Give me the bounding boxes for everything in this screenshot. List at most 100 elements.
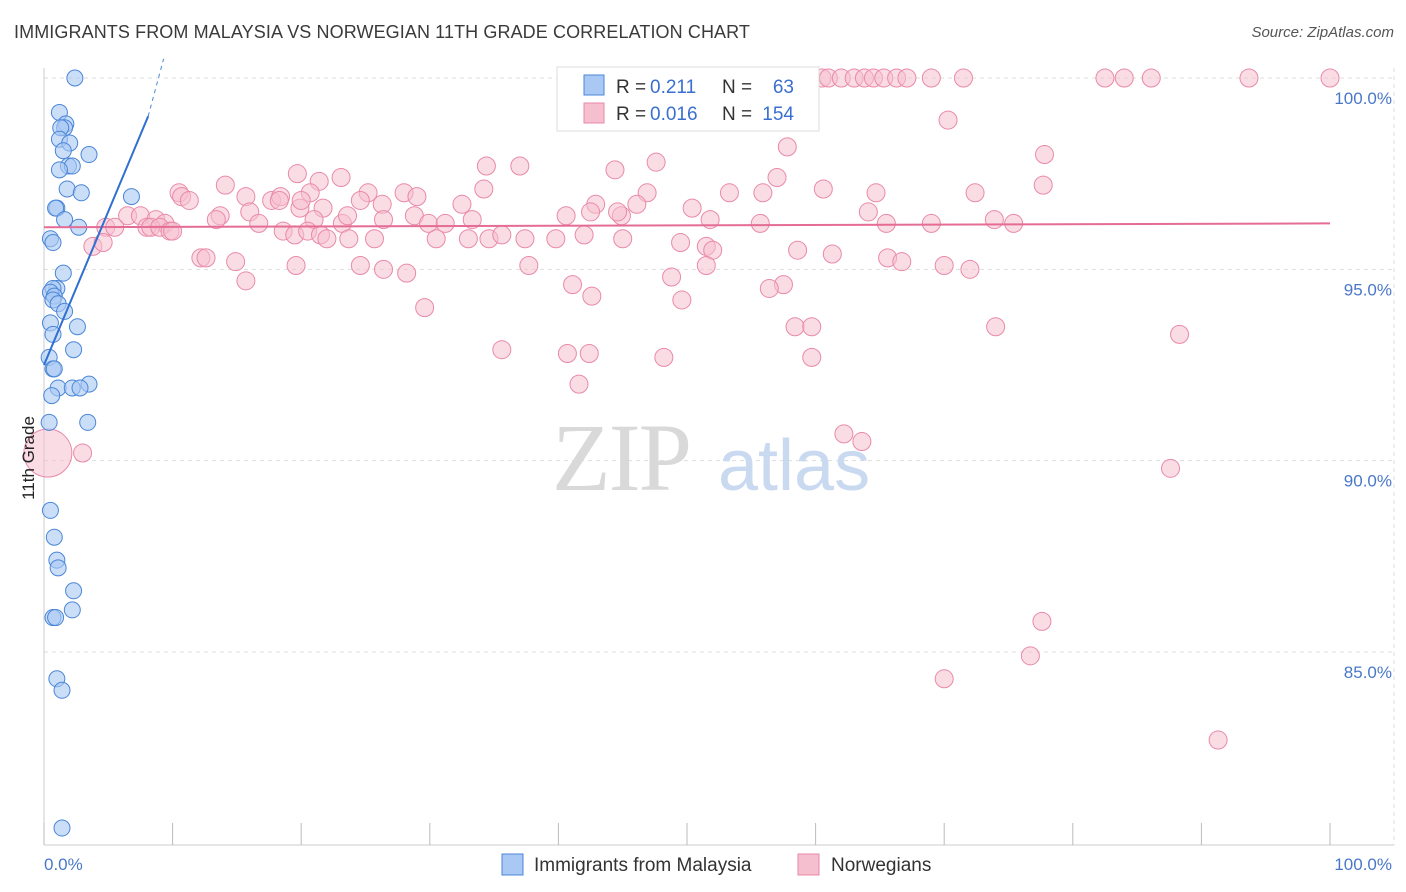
norwegians-point xyxy=(646,152,666,172)
y-tick-label: 85.0% xyxy=(1344,663,1392,682)
norwegians-point xyxy=(515,229,535,249)
malaysia-point xyxy=(49,559,67,577)
norwegians-point xyxy=(892,252,912,272)
y-tick-label: 95.0% xyxy=(1344,280,1392,299)
legend-swatch-blue xyxy=(583,74,605,96)
malaysia-point xyxy=(66,69,84,87)
malaysia-point xyxy=(53,681,71,699)
norwegians-point xyxy=(654,347,674,367)
norwegians-point xyxy=(236,271,256,291)
malaysia-point xyxy=(56,211,74,229)
norwegians-point xyxy=(581,202,601,222)
norwegians-point xyxy=(179,190,199,210)
norwegians-point xyxy=(569,374,589,394)
x-tick-labels: 0.0% 100.0% xyxy=(44,855,1392,874)
norwegians-point xyxy=(374,259,394,279)
norwegians-point xyxy=(215,175,235,195)
watermark: ZIP atlas xyxy=(552,404,870,511)
norwegians-point xyxy=(984,210,1004,230)
bottom-legend-swatch-blue xyxy=(501,853,524,876)
legend-n-label-1: N = xyxy=(722,77,752,98)
norwegians-point xyxy=(953,68,973,88)
norwegians-point xyxy=(93,233,113,253)
norwegians-point xyxy=(858,202,878,222)
norwegians-point xyxy=(965,183,985,203)
norwegians-point xyxy=(753,183,773,203)
norwegians-trend-line xyxy=(43,222,1331,229)
norwegians-point xyxy=(452,194,472,214)
norwegians-point xyxy=(374,210,394,230)
norwegians-point xyxy=(397,263,417,283)
norwegians-point xyxy=(365,229,385,249)
malaysia-point xyxy=(40,413,58,431)
norwegians-point xyxy=(802,317,822,337)
norwegians-point xyxy=(350,256,370,276)
norwegians-point xyxy=(802,347,822,367)
norwegians-point xyxy=(897,68,917,88)
legend-r-value-2: 0.016 xyxy=(650,104,698,125)
norwegians-point xyxy=(249,213,269,233)
norwegians-point xyxy=(286,256,306,276)
norwegians-point xyxy=(426,229,446,249)
y-tick-labels: 85.0% 90.0% 95.0% 100.0% xyxy=(1334,89,1392,682)
norwegians-point xyxy=(662,267,682,287)
bottom-legend-norwegians: Norwegians xyxy=(831,855,931,876)
malaysia-point xyxy=(65,582,83,600)
norwegians-point xyxy=(206,210,226,230)
malaysia-point xyxy=(71,379,89,397)
norwegians-point xyxy=(785,317,805,337)
norwegians-point xyxy=(563,275,583,295)
norwegians-point xyxy=(407,187,427,207)
norwegians-point xyxy=(921,68,941,88)
y-axis-label: 11th Grade xyxy=(19,416,38,500)
norwegians-point xyxy=(1239,68,1259,88)
norwegians-point xyxy=(777,137,797,157)
norwegians-point xyxy=(613,229,633,249)
legend-n-value-2: 154 xyxy=(762,104,794,125)
legend-n-label-2: N = xyxy=(722,104,752,125)
norwegians-point xyxy=(350,190,370,210)
norwegians-point xyxy=(435,213,455,233)
legend-r-label-1: R = xyxy=(616,77,646,98)
norwegians-point xyxy=(1114,68,1134,88)
legend-r-label-2: R = xyxy=(616,104,646,125)
norwegians-point xyxy=(546,229,566,249)
norwegians-point xyxy=(492,225,512,245)
malaysia-point xyxy=(44,234,62,252)
norwegians-point xyxy=(476,156,496,176)
norwegians-point xyxy=(682,198,702,218)
norwegians-point xyxy=(700,210,720,230)
malaysia-point xyxy=(80,146,98,164)
norwegians-point xyxy=(1170,324,1190,344)
chart-title: IMMIGRANTS FROM MALAYSIA VS NORWEGIAN 11… xyxy=(14,22,751,42)
norwegians-point xyxy=(1020,646,1040,666)
malaysia-point xyxy=(47,609,65,627)
norwegians-point xyxy=(291,190,311,210)
norwegians-point xyxy=(852,432,872,452)
norwegians-point xyxy=(866,183,886,203)
malaysia-point xyxy=(68,318,86,336)
norwegians-point xyxy=(519,256,539,276)
norwegians-point xyxy=(226,252,246,272)
norwegians-point xyxy=(556,206,576,226)
norwegians-point xyxy=(196,248,216,268)
norwegians-point xyxy=(337,206,357,226)
norwegians-point xyxy=(921,213,941,233)
norwegians-point xyxy=(582,286,602,306)
norwegians-point xyxy=(986,317,1006,337)
bottom-legend-swatch-pink xyxy=(797,853,820,876)
norwegians-point xyxy=(339,229,359,249)
norwegians-point xyxy=(474,179,494,199)
norwegians-point xyxy=(1208,730,1228,750)
norwegians-point xyxy=(719,183,739,203)
norwegians-point xyxy=(415,298,435,318)
norwegians-point xyxy=(1032,611,1052,631)
norwegians-point xyxy=(1141,68,1161,88)
malaysia-point xyxy=(63,601,81,619)
malaysia-point xyxy=(43,387,61,405)
norwegians-point xyxy=(671,233,691,253)
norwegians-point xyxy=(1035,145,1055,165)
norwegians-point xyxy=(557,344,577,364)
legend-n-value-1: 63 xyxy=(773,77,794,98)
norwegians-point xyxy=(788,240,808,260)
